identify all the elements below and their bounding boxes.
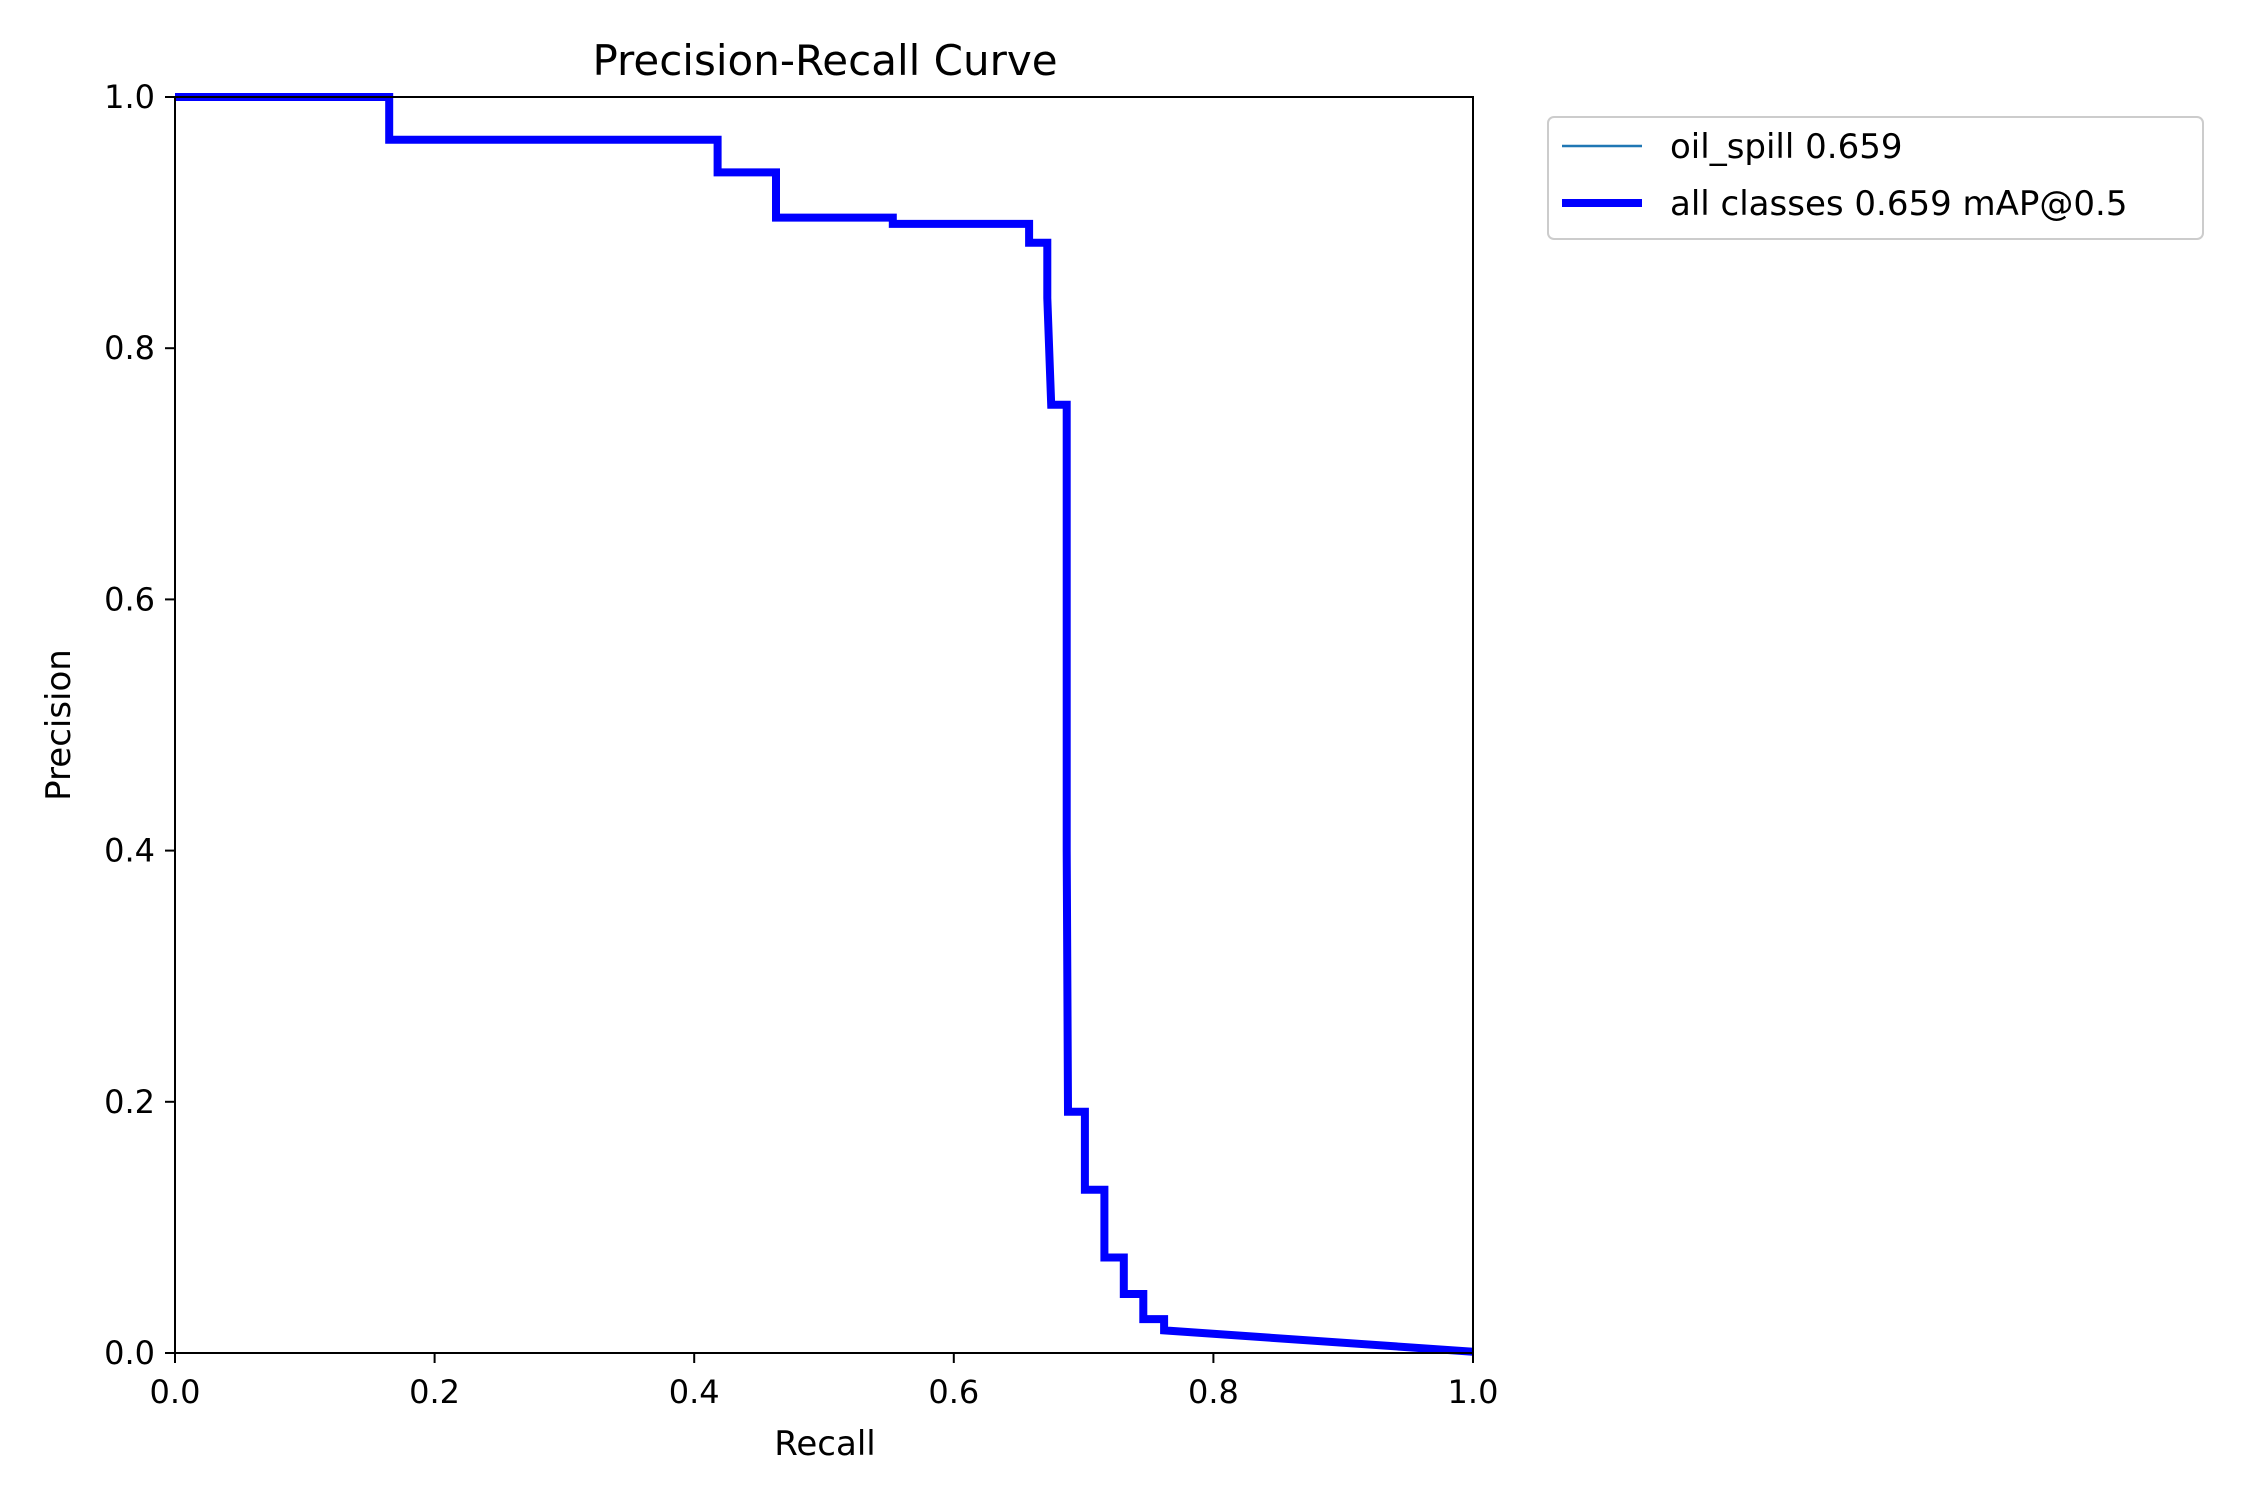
plot-background (175, 97, 1473, 1353)
x-axis: 0.0 0.2 0.4 0.6 0.8 1.0 (150, 1353, 1499, 1411)
x-tick-label: 0.2 (409, 1373, 460, 1411)
y-tick-label: 1.0 (104, 78, 155, 116)
legend: oil_spill 0.659 all classes 0.659 mAP@0.… (1547, 116, 2204, 240)
x-tick-label: 0.0 (150, 1373, 201, 1411)
y-tick-label: 0.2 (104, 1083, 155, 1121)
x-tick-label: 1.0 (1448, 1373, 1499, 1411)
x-tick-label: 0.6 (928, 1373, 979, 1411)
y-tick-label: 0.6 (104, 580, 155, 618)
x-axis-label: Recall (774, 1424, 875, 1464)
plot-area (174, 93, 1474, 1356)
y-axis: 0.0 0.2 0.4 0.6 0.8 1.0 (104, 78, 175, 1372)
x-tick-label: 0.8 (1188, 1373, 1239, 1411)
x-tick-label: 0.4 (669, 1373, 720, 1411)
series-layer (175, 93, 1474, 1356)
legend-frame (1547, 116, 2204, 240)
legend-label-oil-spill: oil_spill 0.659 (1670, 127, 1902, 167)
y-tick-label: 0.4 (104, 832, 155, 870)
plot-frame (174, 96, 1474, 1354)
legend-label-all-classes: all classes 0.659 mAP@0.5 (1670, 184, 2127, 224)
y-axis-label: Precision (39, 649, 79, 801)
series-line-all-classes (175, 93, 1474, 1356)
y-tick-label: 0.8 (104, 329, 155, 367)
y-tick-label: 0.0 (104, 1334, 155, 1372)
chart-title: Precision-Recall Curve (592, 36, 1057, 85)
